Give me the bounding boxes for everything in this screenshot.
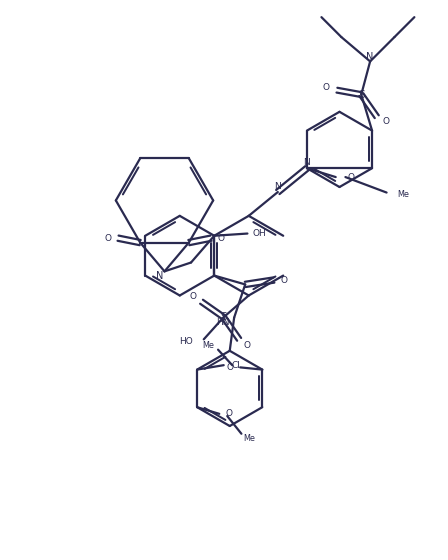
Text: HO: HO [179, 337, 193, 346]
Text: Me: Me [202, 341, 215, 350]
Text: O: O [244, 342, 250, 351]
Text: O: O [280, 276, 287, 284]
Text: S: S [358, 90, 365, 100]
Text: N: N [366, 52, 374, 62]
Text: N: N [155, 271, 163, 281]
Text: O: O [189, 292, 196, 301]
Text: OH: OH [253, 229, 267, 238]
Text: S: S [220, 312, 227, 322]
Text: O: O [227, 363, 234, 372]
Text: Me: Me [244, 433, 255, 442]
Text: O: O [348, 172, 355, 181]
Text: N: N [275, 182, 281, 191]
Text: O: O [225, 409, 233, 418]
Text: N: N [304, 158, 310, 167]
Text: O: O [383, 116, 390, 125]
Text: HN: HN [216, 318, 230, 326]
Text: O: O [323, 83, 329, 92]
Text: O: O [105, 234, 112, 242]
Text: Cl: Cl [232, 361, 241, 370]
Text: O: O [217, 234, 224, 242]
Text: Me: Me [398, 190, 409, 199]
